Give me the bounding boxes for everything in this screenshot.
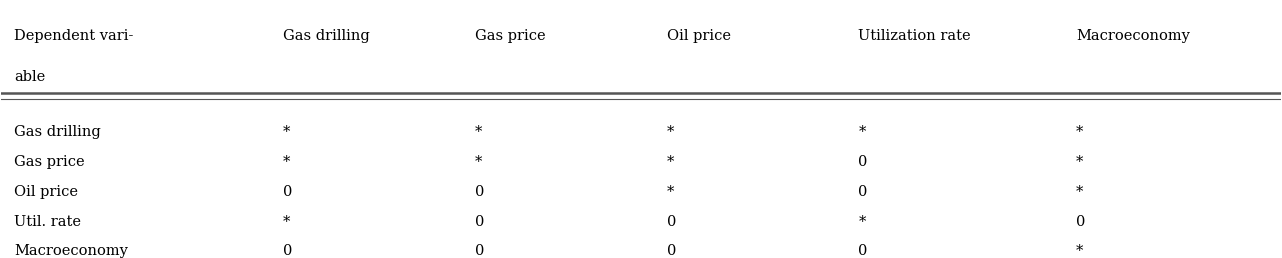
Text: 0: 0 [283, 185, 292, 199]
Text: Utilization rate: Utilization rate [859, 29, 970, 43]
Text: Macroeconomy: Macroeconomy [1076, 29, 1190, 43]
Text: 0: 0 [1076, 215, 1086, 229]
Text: Gas price: Gas price [474, 29, 545, 43]
Text: *: * [1076, 155, 1083, 169]
Text: 0: 0 [474, 244, 485, 258]
Text: 0: 0 [474, 215, 485, 229]
Text: Oil price: Oil price [667, 29, 731, 43]
Text: Gas drilling: Gas drilling [14, 125, 101, 139]
Text: *: * [283, 155, 290, 169]
Text: 0: 0 [667, 215, 676, 229]
Text: *: * [667, 155, 674, 169]
Text: 0: 0 [474, 185, 485, 199]
Text: *: * [667, 125, 674, 139]
Text: Gas drilling: Gas drilling [283, 29, 369, 43]
Text: *: * [859, 125, 865, 139]
Text: *: * [1076, 125, 1083, 139]
Text: 0: 0 [283, 244, 292, 258]
Text: *: * [283, 215, 290, 229]
Text: Util. rate: Util. rate [14, 215, 81, 229]
Text: 0: 0 [859, 185, 868, 199]
Text: 0: 0 [859, 244, 868, 258]
Text: *: * [474, 155, 482, 169]
Text: 0: 0 [859, 155, 868, 169]
Text: 0: 0 [667, 244, 676, 258]
Text: *: * [1076, 185, 1083, 199]
Text: Dependent vari-: Dependent vari- [14, 29, 133, 43]
Text: Oil price: Oil price [14, 185, 78, 199]
Text: *: * [474, 125, 482, 139]
Text: *: * [283, 125, 290, 139]
Text: *: * [667, 185, 674, 199]
Text: *: * [859, 215, 865, 229]
Text: Macroeconomy: Macroeconomy [14, 244, 128, 258]
Text: Gas price: Gas price [14, 155, 85, 169]
Text: *: * [1076, 244, 1083, 258]
Text: able: able [14, 70, 45, 84]
